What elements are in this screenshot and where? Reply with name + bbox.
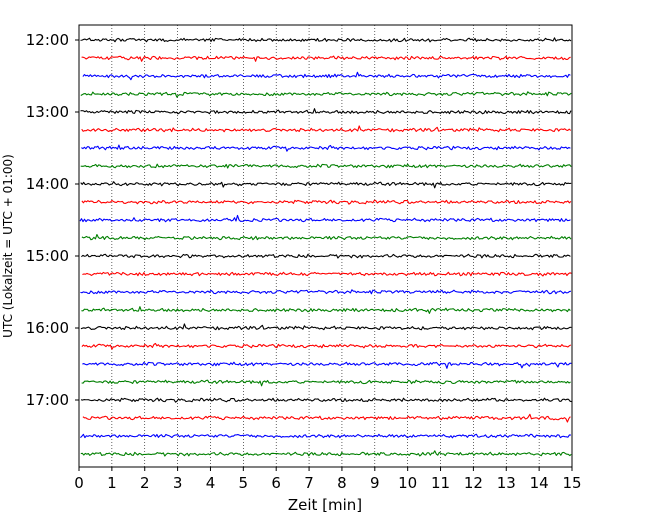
seismogram-trace [82, 271, 572, 277]
y-tick-label: 14:00 [26, 175, 69, 193]
seismogram-trace [80, 91, 572, 98]
y-tick-label: 12:00 [26, 31, 69, 49]
seismogram-trace [81, 144, 571, 152]
seismogram-trace [81, 233, 572, 241]
seismogram-trace [81, 253, 571, 259]
x-tick-label: 12 [464, 474, 483, 492]
x-tick-label: 6 [271, 474, 281, 492]
x-tick-label: 11 [431, 474, 450, 492]
plot-frame [78, 24, 573, 468]
seismogram-trace [79, 214, 571, 223]
seismogram-trace [80, 450, 572, 457]
y-axis-ticks: 12:00 13:00 14:00 15:00 16:00 17:00 [26, 31, 79, 409]
seismogram-trace [80, 37, 572, 43]
seismogram-trace [80, 289, 572, 295]
seismogram-trace [82, 71, 571, 81]
seismogram-trace [80, 108, 572, 115]
y-tick-label: 17:00 [26, 391, 69, 409]
x-axis-label: Zeit [min] [288, 496, 362, 514]
x-tick-label: 10 [398, 474, 417, 492]
x-tick-label: 8 [337, 474, 347, 492]
seismogram-trace [81, 342, 572, 350]
x-tick-label: 15 [562, 474, 581, 492]
y-tick-label: 13:00 [26, 103, 69, 121]
x-tick-label: 3 [173, 474, 183, 492]
x-tick-label: 1 [107, 474, 117, 492]
traces [79, 37, 572, 457]
x-tick-label: 2 [140, 474, 150, 492]
seismogram-trace [82, 413, 571, 423]
x-axis-ticks: 0 1 2 3 4 5 6 7 8 9 10 11 12 13 14 15 [74, 467, 582, 492]
seismogram-trace [82, 361, 572, 369]
x-tick-label: 14 [530, 474, 549, 492]
y-tick-label: 16:00 [26, 319, 69, 337]
x-tick-label: 9 [370, 474, 380, 492]
seismogram-trace [80, 433, 571, 439]
seismogram-trace [80, 181, 572, 189]
y-tick-label: 15:00 [26, 247, 69, 265]
seismogram-trace [80, 397, 572, 403]
seismogram-trace [81, 125, 572, 133]
x-tick-label: 13 [497, 474, 516, 492]
seismogram-trace [80, 323, 572, 331]
seismogram-trace [81, 199, 572, 205]
seismogram-trace [81, 306, 571, 314]
seismogram-trace [81, 55, 571, 62]
x-tick-label: 7 [304, 474, 314, 492]
x-tick-label: 5 [239, 474, 249, 492]
seismogram-trace [81, 379, 571, 387]
x-tick-label: 0 [74, 474, 84, 492]
y-axis-label: UTC (Lokalzeit = UTC + 01:00) [1, 154, 15, 338]
x-tick-label: 4 [206, 474, 216, 492]
seismogram-trace [80, 163, 572, 169]
plot-area [79, 25, 572, 467]
